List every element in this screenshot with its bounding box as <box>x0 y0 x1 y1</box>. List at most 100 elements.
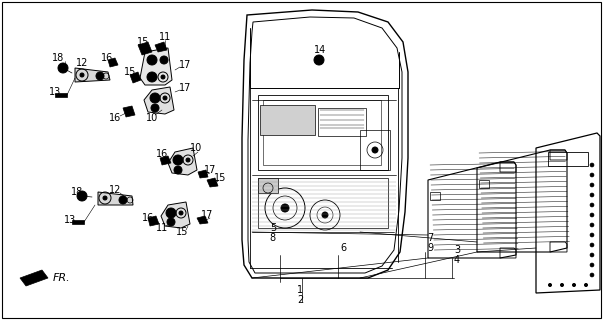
Polygon shape <box>161 202 190 228</box>
Circle shape <box>314 55 324 65</box>
Polygon shape <box>108 58 118 67</box>
Circle shape <box>167 218 175 226</box>
Circle shape <box>590 223 594 227</box>
Circle shape <box>173 155 183 165</box>
Bar <box>318 108 366 136</box>
Polygon shape <box>20 270 48 286</box>
Text: 17: 17 <box>179 60 191 70</box>
Circle shape <box>163 96 167 100</box>
Text: 10: 10 <box>146 113 158 123</box>
Text: 15: 15 <box>137 37 149 47</box>
Text: 4: 4 <box>454 255 460 265</box>
Text: 15: 15 <box>124 67 136 77</box>
Text: 16: 16 <box>109 113 121 123</box>
Circle shape <box>166 208 176 218</box>
Text: 18: 18 <box>52 53 64 63</box>
Text: 3: 3 <box>454 245 460 255</box>
Text: 12: 12 <box>76 58 88 68</box>
Polygon shape <box>168 148 197 175</box>
Polygon shape <box>198 170 208 178</box>
Text: 17: 17 <box>179 83 191 93</box>
Text: 16: 16 <box>156 149 168 159</box>
Circle shape <box>590 163 594 167</box>
Circle shape <box>147 55 157 65</box>
Text: 11: 11 <box>156 223 168 233</box>
Circle shape <box>174 166 182 174</box>
Circle shape <box>161 75 165 79</box>
Text: 6: 6 <box>340 243 346 253</box>
Text: 17: 17 <box>201 210 213 220</box>
Polygon shape <box>160 156 171 165</box>
Polygon shape <box>75 68 110 82</box>
Circle shape <box>58 63 68 73</box>
Bar <box>55 93 67 97</box>
Text: 12: 12 <box>109 185 121 195</box>
Text: FR.: FR. <box>53 273 71 283</box>
Polygon shape <box>155 42 167 52</box>
Polygon shape <box>140 48 172 85</box>
Text: 2: 2 <box>297 295 303 305</box>
Text: 15: 15 <box>176 227 188 237</box>
Circle shape <box>548 284 551 286</box>
Polygon shape <box>207 178 218 187</box>
Bar <box>479 180 489 188</box>
Circle shape <box>147 72 157 82</box>
Circle shape <box>186 158 190 162</box>
Circle shape <box>590 273 594 277</box>
Circle shape <box>590 233 594 237</box>
Circle shape <box>281 204 289 212</box>
Polygon shape <box>138 42 152 55</box>
Bar <box>430 192 440 200</box>
Bar <box>258 178 388 228</box>
Circle shape <box>96 72 104 80</box>
Text: 8: 8 <box>270 233 276 243</box>
Circle shape <box>80 73 84 77</box>
Polygon shape <box>197 216 208 224</box>
Text: 9: 9 <box>427 243 433 253</box>
Bar <box>548 152 588 166</box>
Circle shape <box>372 147 378 153</box>
Text: 17: 17 <box>204 165 216 175</box>
Polygon shape <box>144 87 174 114</box>
Circle shape <box>322 212 328 218</box>
Bar <box>258 178 278 193</box>
Text: 16: 16 <box>101 53 113 63</box>
Text: 1: 1 <box>297 285 303 295</box>
Text: 7: 7 <box>427 233 433 243</box>
Text: 11: 11 <box>159 32 171 42</box>
Circle shape <box>119 196 127 204</box>
Circle shape <box>179 211 183 215</box>
Text: 14: 14 <box>314 45 326 55</box>
Bar <box>72 220 84 224</box>
Text: 10: 10 <box>190 143 202 153</box>
Circle shape <box>77 191 87 201</box>
Polygon shape <box>148 216 159 226</box>
Circle shape <box>590 213 594 217</box>
Circle shape <box>573 284 576 286</box>
Text: 18: 18 <box>71 187 83 197</box>
Text: 13: 13 <box>49 87 61 97</box>
Bar <box>263 100 381 165</box>
Text: 16: 16 <box>142 213 154 223</box>
Circle shape <box>590 203 594 207</box>
Circle shape <box>103 196 107 200</box>
Polygon shape <box>98 192 133 205</box>
Bar <box>360 130 390 170</box>
Polygon shape <box>123 106 135 117</box>
Circle shape <box>151 104 159 112</box>
Circle shape <box>585 284 588 286</box>
Circle shape <box>590 183 594 187</box>
Circle shape <box>590 253 594 257</box>
Circle shape <box>590 173 594 177</box>
Circle shape <box>590 243 594 247</box>
Circle shape <box>561 284 564 286</box>
Bar <box>258 95 388 170</box>
Circle shape <box>150 93 160 103</box>
Text: 5: 5 <box>270 223 276 233</box>
Bar <box>260 105 315 135</box>
Circle shape <box>160 56 168 64</box>
Circle shape <box>590 193 594 197</box>
Circle shape <box>590 263 594 267</box>
Polygon shape <box>130 72 141 83</box>
Text: 15: 15 <box>214 173 226 183</box>
